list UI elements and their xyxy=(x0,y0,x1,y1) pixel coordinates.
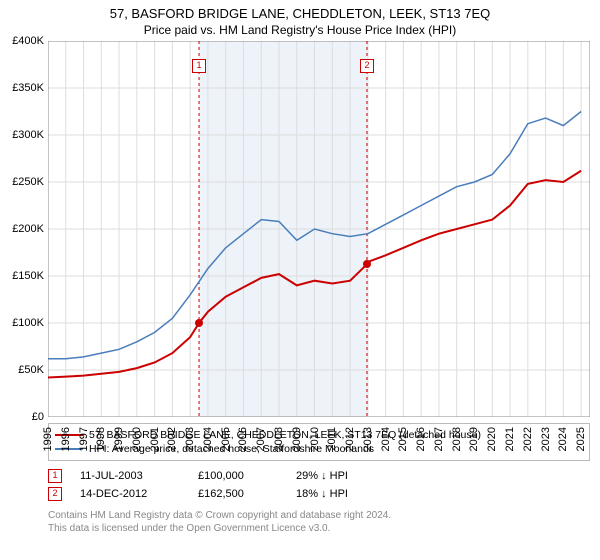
x-axis-tick-label: 1996 xyxy=(60,427,72,451)
sale-delta: 18% ↓ HPI xyxy=(296,488,348,500)
x-axis-tick-label: 2018 xyxy=(451,427,463,451)
y-axis-tick-label: £100K xyxy=(2,317,44,329)
x-axis-tick-label: 1995 xyxy=(42,427,54,451)
y-axis-tick-label: £400K xyxy=(2,35,44,47)
x-axis-tick-label: 1997 xyxy=(78,427,90,451)
y-axis-tick-label: £250K xyxy=(2,176,44,188)
x-axis-tick-label: 2023 xyxy=(540,427,552,451)
x-axis-tick-label: 2022 xyxy=(522,427,534,451)
chart-svg xyxy=(48,41,590,417)
x-axis-tick-label: 2013 xyxy=(362,427,374,451)
x-axis-tick-label: 2000 xyxy=(131,427,143,451)
x-axis-tick-label: 2020 xyxy=(486,427,498,451)
attribution-footer: Contains HM Land Registry data © Crown c… xyxy=(48,509,590,535)
sale-price: £162,500 xyxy=(198,488,278,500)
x-axis-tick-label: 2002 xyxy=(166,427,178,451)
x-axis-tick-label: 1998 xyxy=(95,427,107,451)
y-axis-tick-label: £300K xyxy=(2,129,44,141)
x-axis-tick-label: 2003 xyxy=(184,427,196,451)
chart-subtitle: Price paid vs. HM Land Registry's House … xyxy=(0,21,600,41)
x-axis-tick-label: 2009 xyxy=(291,427,303,451)
x-axis-tick-label: 2016 xyxy=(415,427,427,451)
x-axis-tick-label: 2012 xyxy=(344,427,356,451)
x-axis-tick-label: 2015 xyxy=(397,427,409,451)
x-axis-tick-label: 2007 xyxy=(255,427,267,451)
x-axis-tick-label: 2004 xyxy=(202,427,214,451)
sale-delta: 29% ↓ HPI xyxy=(296,470,348,482)
y-axis-tick-label: £0 xyxy=(2,411,44,423)
sale-marker-box: 1 xyxy=(192,59,206,73)
sale-point-dot xyxy=(195,319,203,327)
x-axis-tick-label: 2024 xyxy=(557,427,569,451)
sale-point-dot xyxy=(363,260,371,268)
chart-title: 57, BASFORD BRIDGE LANE, CHEDDLETON, LEE… xyxy=(0,0,600,21)
sale-row: 2 14-DEC-2012 £162,500 18% ↓ HPI xyxy=(48,485,590,503)
sale-marker-box: 2 xyxy=(360,59,374,73)
x-axis-tick-label: 2021 xyxy=(504,427,516,451)
x-axis-tick-label: 1999 xyxy=(113,427,125,451)
x-axis-tick-label: 2001 xyxy=(149,427,161,451)
x-axis-tick-label: 2008 xyxy=(273,427,285,451)
sale-row-marker: 2 xyxy=(48,487,62,501)
sale-price: £100,000 xyxy=(198,470,278,482)
y-axis-tick-label: £200K xyxy=(2,223,44,235)
x-axis-tick-label: 2017 xyxy=(433,427,445,451)
sale-row-marker: 1 xyxy=(48,469,62,483)
footer-line-2: This data is licensed under the Open Gov… xyxy=(48,522,590,535)
y-axis-tick-label: £50K xyxy=(2,364,44,376)
x-axis-tick-label: 2025 xyxy=(575,427,587,451)
sale-row: 1 11-JUL-2003 £100,000 29% ↓ HPI xyxy=(48,467,590,485)
footer-line-1: Contains HM Land Registry data © Crown c… xyxy=(48,509,590,522)
y-axis-tick-label: £150K xyxy=(2,270,44,282)
chart-area: £0£50K£100K£150K£200K£250K£300K£350K£400… xyxy=(48,41,590,417)
x-axis-tick-label: 2014 xyxy=(380,427,392,451)
sale-date: 14-DEC-2012 xyxy=(80,488,180,500)
x-axis-tick-label: 2011 xyxy=(326,427,338,451)
sale-date: 11-JUL-2003 xyxy=(80,470,180,482)
sales-table: 1 11-JUL-2003 £100,000 29% ↓ HPI 2 14-DE… xyxy=(48,467,590,503)
x-axis-tick-label: 2019 xyxy=(468,427,480,451)
x-axis-tick-label: 2010 xyxy=(309,427,321,451)
y-axis-tick-label: £350K xyxy=(2,82,44,94)
x-axis-tick-label: 2006 xyxy=(237,427,249,451)
x-axis-tick-label: 2005 xyxy=(220,427,232,451)
